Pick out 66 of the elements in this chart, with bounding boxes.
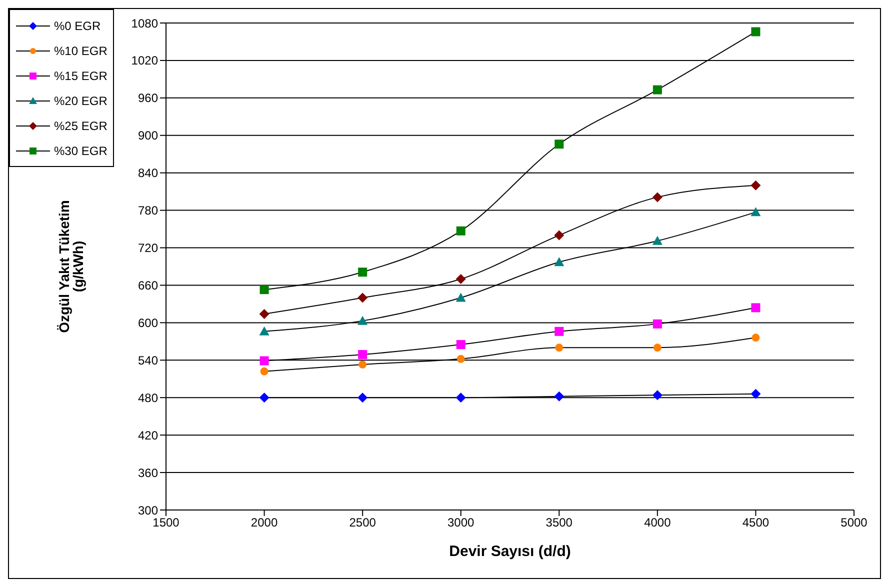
x-tick-label: 3500 xyxy=(546,516,573,530)
point xyxy=(555,344,564,352)
point xyxy=(554,257,564,266)
point xyxy=(259,308,270,319)
point xyxy=(752,334,760,342)
point xyxy=(260,367,268,376)
point xyxy=(260,356,269,366)
x-tick-label: 3000 xyxy=(448,516,475,530)
y-tick-label: 780 xyxy=(138,204,158,218)
point xyxy=(554,140,564,149)
y-tick-label: 720 xyxy=(138,241,158,256)
point xyxy=(358,316,368,325)
point xyxy=(456,354,465,363)
x-tick-label: 5000 xyxy=(840,516,868,530)
legend-label: %25 EGR xyxy=(54,118,108,132)
y-tick-label: 600 xyxy=(138,316,158,330)
point xyxy=(652,85,662,94)
point xyxy=(554,326,564,336)
point xyxy=(554,230,564,240)
x-tick-label: 1500 xyxy=(152,516,180,530)
point xyxy=(750,388,761,399)
point xyxy=(358,350,368,360)
y-tick-label: 540 xyxy=(138,353,158,368)
point xyxy=(358,268,368,277)
legend-label: %0 EGR xyxy=(54,18,101,32)
legend-label: %10 EGR xyxy=(54,44,108,58)
point xyxy=(653,344,662,352)
point xyxy=(751,27,760,36)
x-axis-title: Devir Sayısı (d/d) xyxy=(449,543,571,560)
point xyxy=(652,236,662,245)
x-tick-label: 4000 xyxy=(644,516,672,530)
point xyxy=(554,391,564,402)
y-axis-title: Özgül Yakıt Tüketim (g/kWh) xyxy=(56,200,86,333)
point xyxy=(259,392,270,403)
legend-label: %20 EGR xyxy=(54,94,108,108)
point xyxy=(456,292,466,302)
legend-label: %15 EGR xyxy=(54,68,108,82)
point xyxy=(750,180,761,190)
point xyxy=(652,319,662,328)
y-tick-label: 1020 xyxy=(131,54,158,68)
legend-label: %30 EGR xyxy=(54,144,108,158)
point xyxy=(259,326,270,336)
x-tick-label: 2500 xyxy=(349,516,376,530)
point xyxy=(358,392,368,403)
y-tick-label: 900 xyxy=(138,128,158,143)
point xyxy=(750,207,761,216)
x-tick-label: 4500 xyxy=(742,516,770,530)
y-tick-label: 480 xyxy=(138,390,158,405)
point xyxy=(652,390,662,400)
point xyxy=(456,274,466,284)
point xyxy=(358,292,368,303)
y-tick-label: 960 xyxy=(138,91,158,106)
y-tick-label: 360 xyxy=(138,466,158,480)
point xyxy=(456,392,466,403)
y-tick-label: 840 xyxy=(138,166,158,180)
x-tick-label: 2000 xyxy=(250,516,278,530)
point xyxy=(358,360,367,369)
point xyxy=(751,303,760,312)
y-tick-label: 300 xyxy=(138,503,158,518)
point xyxy=(260,285,269,294)
point xyxy=(652,192,662,202)
y-tick-label: 420 xyxy=(138,428,158,442)
point xyxy=(456,340,466,350)
y-tick-label: 660 xyxy=(138,278,158,292)
y-tick-label: 1080 xyxy=(131,16,158,30)
point xyxy=(456,226,466,236)
